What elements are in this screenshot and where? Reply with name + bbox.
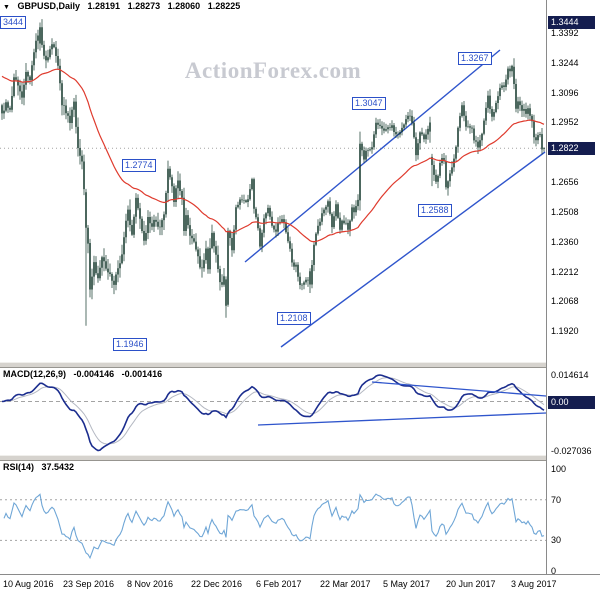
macd-value: -0.004146	[73, 369, 115, 379]
price-tick: 1.3392	[551, 28, 579, 38]
macd-signal-value: -0.001416	[121, 369, 163, 379]
price-tick: 1.2212	[551, 267, 579, 277]
watermark: ActionForex.com	[184, 58, 362, 83]
price-tick: 1.2656	[551, 177, 579, 187]
date-label: 20 Jun 2017	[446, 579, 496, 589]
date-label: 3 Aug 2017	[511, 579, 557, 589]
price-tick: 1.1920	[551, 326, 579, 336]
ohlc-open: 1.28191	[87, 1, 121, 11]
date-label: 22 Mar 2017	[320, 579, 371, 589]
rsi-tick: 0	[551, 566, 557, 576]
date-label: 8 Nov 2016	[127, 579, 174, 589]
rsi-tick: 100	[551, 464, 567, 474]
time-axis[interactable]: 10 Aug 2016 23 Sep 2016 8 Nov 2016 22 Dec 2…	[0, 574, 600, 600]
rsi-title: RSI(14)	[3, 462, 35, 472]
macd-title: MACD(12,26,9)	[3, 369, 67, 379]
rsi-tick: 30	[551, 535, 562, 545]
pane-separator[interactable]	[0, 362, 600, 368]
candlestick-chart[interactable]	[0, 0, 546, 362]
price-pane[interactable]: ActionForex.com ▼ GBPUSD,Daily 1.28191 1…	[0, 0, 546, 362]
price-tick: 1.2068	[551, 296, 579, 306]
rsi-chart[interactable]	[0, 461, 546, 574]
symbol-ohlc-header: ▼ GBPUSD,Daily 1.28191 1.28273 1.28060 1…	[3, 1, 245, 11]
price-tick: 1.2360	[551, 237, 579, 247]
date-label: 23 Sep 2016	[63, 579, 115, 589]
ohlc-high: 1.28273	[127, 1, 161, 11]
price-tick: 1.2508	[551, 207, 579, 217]
price-axis[interactable]: 1.3392 1.3244 1.3096 1.2952 1.2656 1.2508 1.23…	[546, 0, 600, 576]
macd-tick: -0.027036	[551, 446, 592, 456]
price-tick: 1.3096	[551, 88, 579, 98]
symbol-marker-icon: ▼	[3, 4, 10, 11]
ohlc-close: 1.28225	[207, 1, 241, 11]
current-price-badge: 1.2822	[548, 142, 595, 155]
ohlc-low: 1.28060	[167, 1, 201, 11]
pane-separator[interactable]	[0, 455, 600, 461]
rsi-pane[interactable]: RSI(14) 37.5432	[0, 461, 546, 574]
rsi-tick: 70	[551, 495, 562, 505]
rsi-header: RSI(14) 37.5432	[3, 462, 79, 472]
high-price-badge: 1.3444	[548, 16, 595, 29]
macd-tick: 0.00	[548, 396, 595, 409]
date-label: 10 Aug 2016	[3, 579, 54, 589]
date-label: 6 Feb 2017	[256, 579, 302, 589]
price-tick: 1.3244	[551, 58, 579, 68]
price-tick: 1.2952	[551, 117, 579, 127]
rsi-value: 37.5432	[41, 462, 75, 472]
symbol-timeframe-label: GBPUSD,Daily	[17, 1, 80, 11]
macd-chart[interactable]	[0, 368, 546, 455]
macd-header: MACD(12,26,9) -0.004146 -0.001416	[3, 369, 167, 379]
date-label: 5 May 2017	[383, 579, 431, 589]
macd-tick: 0.014614	[551, 370, 589, 380]
date-label: 22 Dec 2016	[191, 579, 243, 589]
macd-pane[interactable]: MACD(12,26,9) -0.004146 -0.001416	[0, 368, 546, 455]
